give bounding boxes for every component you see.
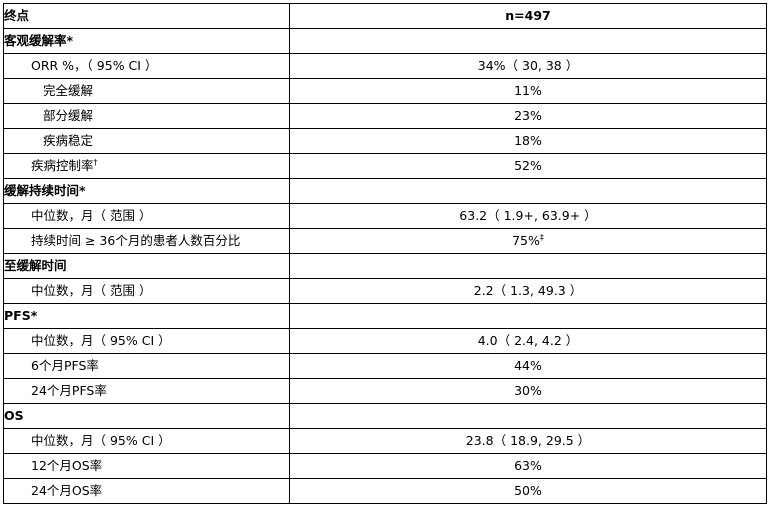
row-value: 52% xyxy=(289,153,767,179)
table-row: 疾病稳定 18% xyxy=(3,128,767,154)
row-value: 30% xyxy=(289,378,767,404)
row-value: 75%‡ xyxy=(289,228,767,254)
row-label: 24个月PFS率 xyxy=(3,378,290,404)
row-value: 34%（ 30, 38 ） xyxy=(289,53,767,79)
row-label: 12个月OS率 xyxy=(3,453,290,479)
section-row-pfs: PFS* xyxy=(3,303,767,329)
row-value: 2.2（ 1.3, 49.3 ） xyxy=(289,278,767,304)
section-row-os: OS xyxy=(3,403,767,429)
row-label: 中位数，月（ 范围 ） xyxy=(3,203,290,229)
row-label: 持续时间 ≥ 36个月的患者人数百分比 xyxy=(3,228,290,254)
row-label: 24个月OS率 xyxy=(3,478,290,504)
section-row-dor: 缓解持续时间* xyxy=(3,178,767,204)
row-value: 4.0（ 2.4, 4.2 ） xyxy=(289,328,767,354)
row-label: 6个月PFS率 xyxy=(3,353,290,379)
table-header-row: 终点 n=497 xyxy=(3,3,767,29)
section-row-orr: 客观缓解率* xyxy=(3,28,767,54)
row-value: 23.8（ 18.9, 29.5 ） xyxy=(289,428,767,454)
footnote-mark: ‡ xyxy=(539,233,544,242)
table-row: 中位数，月（ 95% CI ） 23.8（ 18.9, 29.5 ） xyxy=(3,428,767,454)
dcr-label-text: 疾病控制率 xyxy=(31,158,94,173)
table-row: 中位数，月（ 95% CI ） 4.0（ 2.4, 4.2 ） xyxy=(3,328,767,354)
section-row-ttr: 至缓解时间 xyxy=(3,253,767,279)
n-header: n=497 xyxy=(289,3,767,29)
row-value: 63.2（ 1.9+, 63.9+ ） xyxy=(289,203,767,229)
table-row: 完全缓解 11% xyxy=(3,78,767,104)
row-label: 中位数，月（ 95% CI ） xyxy=(3,428,290,454)
row-value: 23% xyxy=(289,103,767,129)
table-row: 6个月PFS率 44% xyxy=(3,353,767,379)
section-title-os: OS xyxy=(3,403,290,429)
table-row: 持续时间 ≥ 36个月的患者人数百分比 75%‡ xyxy=(3,228,767,254)
row-label: 完全缓解 xyxy=(3,78,290,104)
row-value: 44% xyxy=(289,353,767,379)
table-row: 中位数，月（ 范围 ） 63.2（ 1.9+, 63.9+ ） xyxy=(3,203,767,229)
table-row: ORR %，（ 95% CI ） 34%（ 30, 38 ） xyxy=(3,53,767,79)
row-label: 部分缓解 xyxy=(3,103,290,129)
section-title-dor: 缓解持续时间* xyxy=(3,178,290,204)
row-value: 18% xyxy=(289,128,767,154)
section-title-orr: 客观缓解率* xyxy=(3,28,290,54)
row-label: 疾病稳定 xyxy=(3,128,290,154)
row-value: 50% xyxy=(289,478,767,504)
row-value: 63% xyxy=(289,453,767,479)
table-row: 部分缓解 23% xyxy=(3,103,767,129)
row-value: 11% xyxy=(289,78,767,104)
endpoint-header: 终点 xyxy=(3,3,290,29)
table-row: 中位数，月（ 范围 ） 2.2（ 1.3, 49.3 ） xyxy=(3,278,767,304)
results-table: 终点 n=497 客观缓解率* ORR %，（ 95% CI ） 34%（ 30… xyxy=(3,3,767,504)
row-label: ORR %，（ 95% CI ） xyxy=(3,53,290,79)
row-label: 中位数，月（ 95% CI ） xyxy=(3,328,290,354)
table-row: 24个月OS率 50% xyxy=(3,478,767,504)
section-title-pfs: PFS* xyxy=(3,303,290,329)
footnote-mark: † xyxy=(93,158,98,167)
row-label: 疾病控制率† xyxy=(3,153,290,179)
table-row: 12个月OS率 63% xyxy=(3,453,767,479)
table-row: 疾病控制率† 52% xyxy=(3,153,767,179)
table-row: 24个月PFS率 30% xyxy=(3,378,767,404)
row-label: 中位数，月（ 范围 ） xyxy=(3,278,290,304)
section-title-ttr: 至缓解时间 xyxy=(3,253,290,279)
pct-value-text: 75% xyxy=(512,233,540,248)
